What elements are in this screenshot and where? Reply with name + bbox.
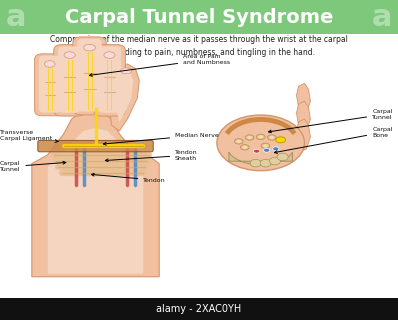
Ellipse shape — [273, 147, 279, 151]
Ellipse shape — [64, 52, 75, 58]
FancyBboxPatch shape — [38, 140, 153, 152]
Polygon shape — [297, 83, 310, 116]
Ellipse shape — [263, 144, 268, 147]
Ellipse shape — [258, 135, 263, 138]
Ellipse shape — [236, 140, 241, 143]
Ellipse shape — [247, 136, 252, 139]
FancyBboxPatch shape — [0, 298, 398, 320]
Ellipse shape — [269, 136, 274, 139]
Polygon shape — [229, 152, 293, 165]
Ellipse shape — [245, 135, 254, 140]
Ellipse shape — [256, 134, 265, 140]
Text: Transverse
Carpal Ligament: Transverse Carpal Ligament — [0, 130, 58, 142]
Ellipse shape — [263, 148, 270, 152]
Polygon shape — [48, 128, 143, 274]
Text: alamy - 2XAC0YH: alamy - 2XAC0YH — [156, 304, 242, 314]
Ellipse shape — [217, 115, 304, 171]
Ellipse shape — [45, 61, 55, 67]
Ellipse shape — [240, 145, 249, 150]
FancyBboxPatch shape — [35, 54, 65, 116]
Polygon shape — [109, 64, 139, 131]
Text: Carpal
Tunnel: Carpal Tunnel — [0, 161, 66, 172]
FancyBboxPatch shape — [98, 46, 121, 113]
Text: Tendon: Tendon — [92, 173, 166, 182]
Ellipse shape — [234, 139, 243, 144]
Ellipse shape — [242, 146, 247, 149]
FancyBboxPatch shape — [73, 37, 106, 115]
Ellipse shape — [275, 137, 286, 143]
Ellipse shape — [269, 157, 281, 165]
Ellipse shape — [104, 52, 115, 58]
Polygon shape — [113, 67, 133, 122]
Text: Area of Pain
and Numbness: Area of Pain and Numbness — [90, 54, 230, 76]
Ellipse shape — [261, 143, 270, 148]
FancyBboxPatch shape — [94, 44, 125, 116]
Text: Carpal Tunnel Syndrome: Carpal Tunnel Syndrome — [65, 8, 333, 27]
Text: a: a — [372, 3, 392, 32]
Text: Carpal
Bone: Carpal Bone — [275, 127, 393, 153]
FancyBboxPatch shape — [77, 39, 102, 111]
FancyBboxPatch shape — [54, 44, 86, 116]
FancyBboxPatch shape — [0, 0, 398, 34]
Ellipse shape — [121, 68, 132, 74]
Ellipse shape — [267, 135, 276, 140]
Ellipse shape — [254, 149, 260, 153]
Ellipse shape — [250, 159, 261, 167]
Text: a: a — [6, 3, 26, 32]
Ellipse shape — [277, 153, 288, 161]
Polygon shape — [32, 110, 159, 277]
Text: Carpal
Tunnel: Carpal Tunnel — [269, 109, 393, 133]
Polygon shape — [297, 101, 310, 134]
Text: Median Nerve: Median Nerve — [103, 133, 219, 145]
FancyBboxPatch shape — [39, 56, 60, 113]
Text: Compression of the median nerve as it passes through the wrist at the carpal
tun: Compression of the median nerve as it pa… — [50, 36, 348, 57]
Ellipse shape — [260, 159, 271, 167]
Text: Tendon
Sheath: Tendon Sheath — [105, 150, 198, 162]
Polygon shape — [297, 119, 310, 152]
Ellipse shape — [84, 44, 96, 51]
FancyBboxPatch shape — [58, 46, 81, 113]
